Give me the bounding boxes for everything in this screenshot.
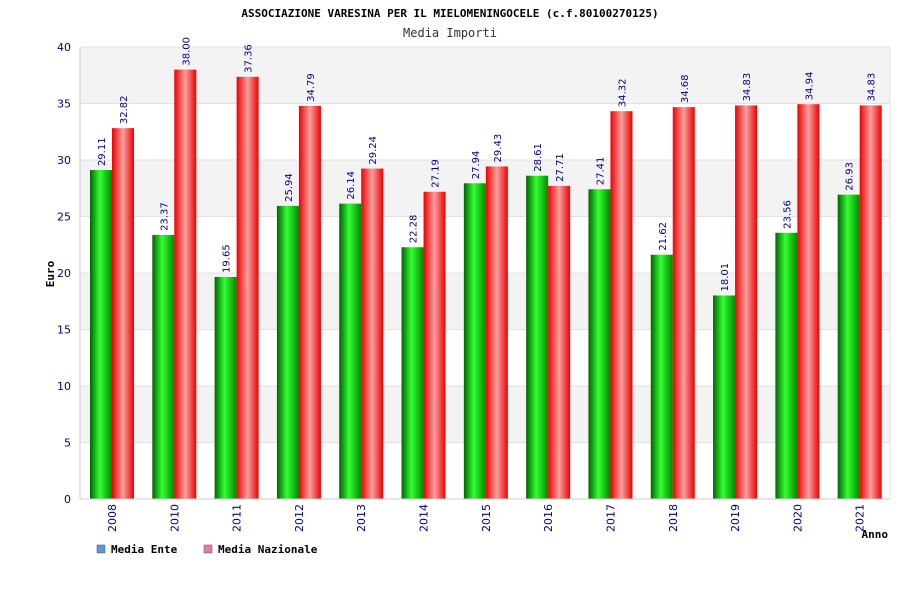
x-axis-label: Anno (862, 528, 889, 541)
legend-label-media-nazionale: Media Nazionale (218, 543, 318, 556)
data-label: 23.37 (159, 202, 170, 231)
bar-media-nazionale (797, 104, 820, 499)
data-label: 32.82 (119, 95, 130, 124)
data-label: 34.79 (306, 73, 317, 102)
plot-band (80, 103, 890, 160)
y-tick-label: 20 (57, 267, 71, 280)
bar-media-ente (837, 194, 860, 500)
data-label: 22.28 (409, 215, 420, 244)
bar-media-ente (588, 189, 611, 499)
data-label: 28.61 (533, 143, 544, 172)
x-tick-label: 2018 (667, 504, 680, 532)
bar-media-ente (463, 183, 486, 499)
data-label: 26.93 (845, 162, 856, 191)
data-label: 27.19 (431, 159, 442, 188)
data-label: 27.94 (471, 151, 482, 180)
bar-media-nazionale (485, 166, 508, 500)
x-tick-label: 2015 (480, 504, 493, 532)
data-label: 34.83 (742, 73, 753, 102)
legend-label-media-ente: Media Ente (111, 543, 178, 556)
bar-media-ente (276, 205, 299, 500)
data-label: 37.36 (244, 44, 255, 73)
legend-swatch-media-ente (96, 544, 106, 554)
data-label: 34.68 (680, 74, 691, 103)
bar-media-ente (90, 170, 112, 499)
y-tick-label: 15 (57, 324, 71, 337)
x-tick-label: 2010 (168, 504, 181, 532)
legend: Media Ente Media Nazionale (96, 543, 318, 556)
x-tick-label: 2013 (355, 504, 368, 532)
bar-media-ente (152, 234, 175, 499)
bar-media-nazionale (112, 128, 134, 499)
y-tick-label: 30 (57, 154, 71, 167)
bar-media-nazionale (672, 107, 695, 499)
data-label: 34.83 (867, 73, 878, 102)
y-axis-label: Euro (44, 260, 57, 287)
y-tick-label: 0 (64, 493, 71, 506)
bar-media-ente (339, 203, 362, 500)
y-tick-label: 25 (57, 211, 71, 224)
data-label: 38.00 (181, 37, 192, 66)
x-tick-label: 2020 (791, 504, 804, 532)
x-tick-label: 2017 (604, 504, 617, 532)
plot-band (80, 47, 890, 104)
bar-media-nazionale (236, 76, 259, 499)
data-label: 29.43 (493, 134, 504, 163)
x-tick-label: 2014 (418, 504, 431, 532)
data-label: 18.01 (720, 263, 731, 292)
data-label: 27.71 (555, 153, 566, 182)
bar-media-ente (401, 247, 424, 499)
data-label: 29.24 (368, 136, 379, 165)
bar-media-ente (526, 175, 549, 499)
bar-media-nazionale (548, 185, 571, 499)
y-tick-label: 40 (57, 41, 71, 54)
bar-media-nazionale (735, 105, 758, 500)
x-tick-label: 2019 (729, 504, 742, 532)
x-tick-label: 2016 (542, 504, 555, 532)
chart-subtitle: Media Importi (403, 26, 497, 40)
bar-media-ente (214, 276, 237, 499)
bar-media-ente (650, 254, 673, 499)
x-tick-label: 2008 (106, 504, 119, 532)
x-tick-label: 2011 (231, 504, 244, 532)
x-tick-label: 2012 (293, 504, 306, 532)
bar-media-nazionale (361, 168, 384, 499)
bar-media-ente (775, 232, 798, 499)
bar-media-ente (713, 295, 736, 499)
data-label: 34.32 (617, 79, 628, 108)
bar-media-nazionale (298, 105, 321, 500)
bar-media-nazionale (423, 191, 446, 500)
data-label: 27.41 (595, 157, 606, 186)
chart-title: ASSOCIAZIONE VARESINA PER IL MIELOMENING… (241, 7, 658, 20)
data-label: 26.14 (346, 171, 357, 200)
bars (90, 69, 882, 500)
bar-media-nazionale (859, 105, 882, 500)
y-tick-label: 5 (64, 437, 71, 450)
bar-media-nazionale (610, 111, 633, 500)
data-labels: 29.11 32.82 23.37 38.00 19.65 37.36 25.94 34.79… (97, 37, 878, 292)
data-label: 29.11 (97, 137, 108, 166)
axes (79, 47, 891, 500)
data-label: 34.94 (804, 72, 815, 101)
bar-media-nazionale (174, 69, 197, 499)
y-tick-label: 10 (57, 380, 71, 393)
data-label: 25.94 (284, 173, 295, 202)
y-axis-ticks: 0 5 10 15 20 25 30 35 40 (57, 41, 71, 506)
x-axis-ticks: 2008 2010 2011 2012 2013 2014 2015 2016 2017 2018… (106, 504, 867, 532)
data-label: 23.56 (782, 200, 793, 229)
legend-swatch-media-nazionale (203, 544, 213, 554)
data-label: 19.65 (222, 244, 233, 273)
y-tick-label: 35 (57, 98, 71, 111)
data-label: 21.62 (658, 222, 669, 251)
x-tick-label: 2021 (854, 504, 867, 532)
